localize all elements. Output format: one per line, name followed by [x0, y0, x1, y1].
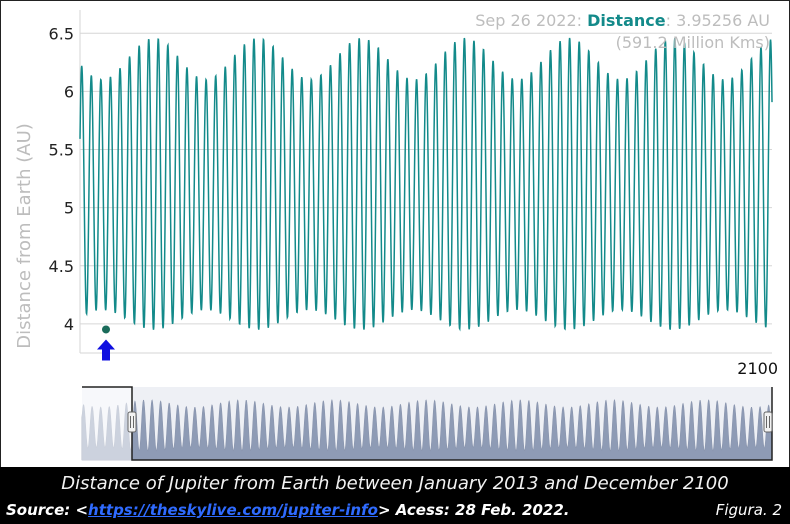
caption-source: Source: <https://theskylive.com/jupiter-…: [6, 501, 570, 519]
series-line-distance: [79, 37, 773, 332]
tooltip-value: : 3.95256 AU: [665, 11, 770, 30]
highlight-arrow-icon: [97, 339, 115, 361]
navigator[interactable]: [81, 386, 773, 461]
plot-area[interactable]: [79, 37, 773, 361]
highlight-marker[interactable]: [102, 325, 110, 334]
navigator-handle-right[interactable]: [763, 411, 773, 433]
distance-chart[interactable]: 4 4.5 5 5.5 6 6.5 Distance from Earth (AU): [0, 0, 790, 467]
handle-body[interactable]: [127, 411, 137, 433]
source-prefix: Source: <: [6, 501, 89, 519]
y-tick-label: 6: [64, 82, 74, 101]
y-tick-label: 6.5: [49, 24, 74, 43]
caption-bar: Distance of Jupiter from Earth between J…: [0, 467, 790, 524]
y-axis-label: Distance from Earth (AU): [14, 123, 35, 349]
caption-title: Distance of Jupiter from Earth between J…: [61, 473, 729, 494]
y-tick-label: 4.5: [49, 257, 74, 276]
tooltip: Sep 26 2022: Distance: 3.95256 AU (591.2…: [475, 10, 770, 54]
navigator-mask: [82, 387, 132, 460]
source-suffix: > Acess: 28 Feb. 2022.: [377, 501, 570, 519]
figure-label: Figura. 2: [715, 501, 782, 519]
navigator-handle-left[interactable]: [127, 411, 137, 433]
y-tick-label: 5.5: [49, 141, 74, 160]
navigator-end-year: 2100: [737, 359, 778, 378]
navigator-selection-outline: [82, 386, 773, 461]
tooltip-series-label: Distance: [587, 11, 666, 30]
tooltip-date: Sep 26 2022:: [475, 11, 583, 30]
y-tick-label: 4: [64, 315, 74, 334]
source-link[interactable]: https://theskylive.com/jupiter-info: [88, 501, 378, 519]
tooltip-line-1: Sep 26 2022: Distance: 3.95256 AU: [475, 10, 770, 32]
handle-body[interactable]: [763, 411, 773, 433]
tooltip-secondary: (591.2 Million Kms): [615, 33, 770, 52]
y-axis-ticks: 4 4.5 5 5.5 6 6.5: [49, 24, 74, 334]
navigator-series-area: [81, 399, 773, 461]
y-tick-label: 5: [64, 199, 74, 218]
